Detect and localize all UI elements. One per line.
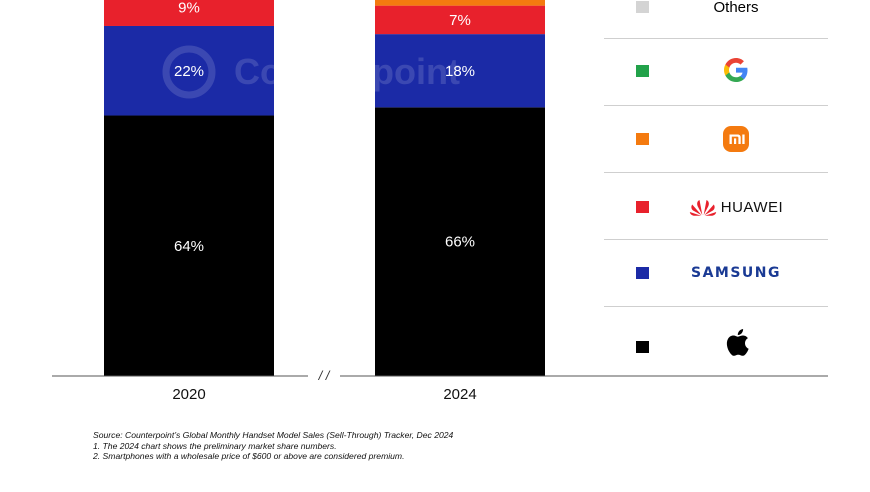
source-note: Source: Counterpoint’s Global Monthly Ha… xyxy=(93,430,454,440)
bars-layer xyxy=(104,0,545,377)
others-label: Others xyxy=(713,0,759,16)
data-label-samsung-2024: 18% xyxy=(445,63,475,80)
bar-segment-apple-2024 xyxy=(375,107,545,376)
huawei-label: HUAWEI xyxy=(720,198,784,216)
bar-segment-samsung-2020 xyxy=(104,25,274,116)
huawei-logo: HUAWEI xyxy=(674,196,798,218)
legend-item-others: Others xyxy=(604,0,828,39)
data-label-samsung-2020: 22% xyxy=(174,63,204,80)
legend-item-xiaomi xyxy=(604,106,828,173)
watermark-text: Counterpoint xyxy=(234,51,460,92)
counterpoint-watermark: Counterpoint xyxy=(162,45,460,99)
x-tick-label-2020: 2020 xyxy=(172,386,205,403)
data-label-apple-2020: 64% xyxy=(174,238,204,255)
legend-swatch-apple xyxy=(636,341,649,353)
legend-swatch-xiaomi xyxy=(636,133,649,145)
bar-segment-samsung-2024 xyxy=(375,34,545,108)
axis-break-mark: / / xyxy=(318,368,331,383)
footnotes: Source: Counterpoint’s Global Monthly Ha… xyxy=(93,430,453,462)
apple-icon xyxy=(726,329,749,356)
bar-segment-apple-2020 xyxy=(104,115,274,377)
legend-label-others: Others xyxy=(674,0,798,16)
apple-logo-icon xyxy=(674,325,798,359)
google-g-icon xyxy=(724,58,748,82)
legend-swatch-others xyxy=(636,1,649,13)
legend-swatch-huawei xyxy=(636,201,649,213)
xiaomi-mi-icon xyxy=(723,126,749,152)
legend-item-huawei: HUAWEI xyxy=(604,173,828,240)
bar-segment-xiaomi-2024 xyxy=(375,0,545,6)
legend-item-samsung: SAMSUNG xyxy=(604,240,828,307)
bar-labels-layer: 64% 22% 9% 66% 18% 7% xyxy=(174,0,475,255)
legend-swatch-samsung xyxy=(636,267,649,279)
bar-segment-huawei-2020 xyxy=(104,0,274,26)
legend-item-google xyxy=(604,39,828,106)
legend-item-apple xyxy=(604,307,828,374)
xiaomi-logo-icon xyxy=(674,125,798,153)
google-logo-icon xyxy=(674,55,798,85)
bar-segment-huawei-2024 xyxy=(375,5,545,35)
legend-swatch-google xyxy=(636,65,649,77)
samsung-label: SAMSUNG xyxy=(690,265,781,281)
data-label-huawei-2020: 9% xyxy=(178,0,200,17)
footnote-2: 2. Smartphones with a wholesale price of… xyxy=(93,451,405,461)
x-tick-label-2024: 2024 xyxy=(443,386,476,403)
samsung-logo: SAMSUNG xyxy=(674,264,798,282)
data-label-apple-2024: 66% xyxy=(445,234,475,251)
huawei-flower-icon xyxy=(689,200,716,216)
watermark-logo-icon xyxy=(162,45,216,99)
data-label-huawei-2024: 7% xyxy=(449,12,471,29)
footnote-1: 1. The 2024 chart shows the preliminary … xyxy=(93,440,337,451)
